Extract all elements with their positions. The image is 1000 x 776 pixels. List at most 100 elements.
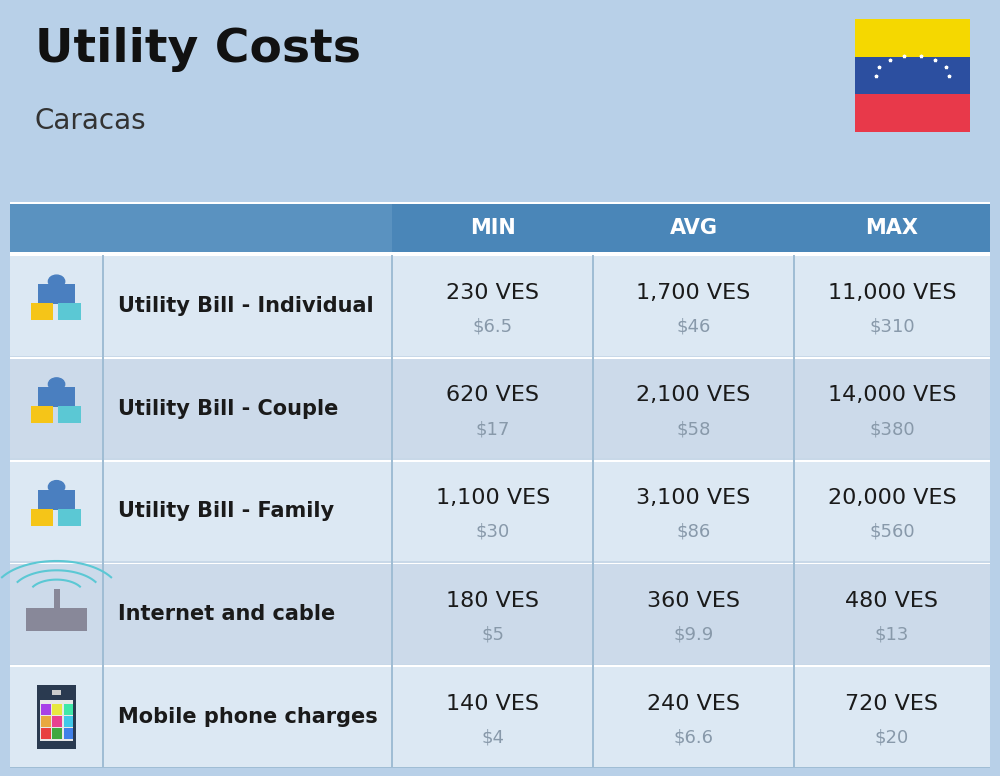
Bar <box>31 303 53 320</box>
Bar <box>10 459 990 460</box>
Text: 11,000 VES: 11,000 VES <box>828 282 956 303</box>
Bar <box>64 704 73 715</box>
Bar <box>10 561 990 563</box>
Text: 620 VES: 620 VES <box>446 386 539 405</box>
Bar <box>58 508 81 526</box>
Text: 3,100 VES: 3,100 VES <box>636 488 751 508</box>
Bar <box>10 767 990 768</box>
Bar <box>40 700 73 741</box>
Text: $560: $560 <box>869 523 915 541</box>
Bar <box>52 704 62 715</box>
Text: $6.6: $6.6 <box>674 729 714 747</box>
Text: AVG: AVG <box>670 218 718 238</box>
Bar <box>793 357 795 460</box>
Bar <box>52 729 62 740</box>
Bar <box>391 666 393 768</box>
Bar <box>855 19 970 57</box>
Text: $5: $5 <box>481 625 504 643</box>
Text: 140 VES: 140 VES <box>446 694 539 713</box>
Text: 480 VES: 480 VES <box>845 591 938 611</box>
Bar <box>52 716 62 727</box>
Bar <box>37 685 76 749</box>
Text: $46: $46 <box>676 317 711 335</box>
Bar <box>102 460 104 563</box>
Bar <box>391 255 393 357</box>
Bar <box>38 387 75 407</box>
Text: 360 VES: 360 VES <box>647 591 740 611</box>
Text: $9.9: $9.9 <box>673 625 714 643</box>
Circle shape <box>48 275 65 288</box>
Text: 240 VES: 240 VES <box>647 694 740 713</box>
Text: Mobile phone charges: Mobile phone charges <box>118 707 378 727</box>
Text: 230 VES: 230 VES <box>446 282 539 303</box>
Bar <box>10 357 990 359</box>
Text: 2,100 VES: 2,100 VES <box>636 386 751 405</box>
Bar <box>391 357 393 460</box>
Bar <box>592 460 594 563</box>
Bar <box>41 716 51 727</box>
Bar <box>855 57 970 95</box>
Bar <box>592 563 594 666</box>
Text: MAX: MAX <box>865 218 918 238</box>
Bar <box>10 563 990 564</box>
Text: 720 VES: 720 VES <box>845 694 938 713</box>
Bar <box>392 202 593 255</box>
Bar <box>391 460 393 563</box>
Bar <box>593 202 794 255</box>
Bar <box>31 406 53 423</box>
Text: Internet and cable: Internet and cable <box>118 605 335 624</box>
Bar <box>793 460 795 563</box>
Bar <box>52 690 61 695</box>
Text: Utility Bill - Individual: Utility Bill - Individual <box>118 296 374 316</box>
Bar <box>10 202 392 255</box>
Bar <box>793 255 795 357</box>
Text: $310: $310 <box>869 317 915 335</box>
Text: Utility Bill - Couple: Utility Bill - Couple <box>118 399 338 418</box>
Bar <box>794 202 990 255</box>
Text: 20,000 VES: 20,000 VES <box>828 488 956 508</box>
Bar <box>592 357 594 460</box>
Bar <box>10 202 990 204</box>
Bar <box>10 767 990 768</box>
Text: Caracas: Caracas <box>35 107 147 135</box>
Text: $380: $380 <box>869 420 915 438</box>
Text: 180 VES: 180 VES <box>446 591 539 611</box>
Text: $13: $13 <box>875 625 909 643</box>
Bar <box>38 490 75 510</box>
Bar <box>64 716 73 727</box>
Text: $86: $86 <box>676 523 711 541</box>
Text: $20: $20 <box>875 729 909 747</box>
Bar <box>10 255 990 256</box>
Bar <box>391 563 393 666</box>
Bar <box>855 95 970 132</box>
Bar <box>793 563 795 666</box>
Text: 1,100 VES: 1,100 VES <box>436 488 550 508</box>
Text: $30: $30 <box>476 523 510 541</box>
Bar <box>41 704 51 715</box>
Bar <box>102 255 104 357</box>
Bar <box>31 508 53 526</box>
Bar <box>10 252 990 255</box>
Bar <box>592 255 594 357</box>
Bar <box>58 406 81 423</box>
Bar <box>793 666 795 768</box>
Bar <box>10 664 990 666</box>
Text: 1,700 VES: 1,700 VES <box>636 282 751 303</box>
Bar <box>26 608 87 631</box>
Text: $17: $17 <box>475 420 510 438</box>
Text: MIN: MIN <box>470 218 516 238</box>
Text: $4: $4 <box>481 729 504 747</box>
Circle shape <box>48 480 65 494</box>
Bar <box>102 357 104 460</box>
Bar <box>54 590 60 608</box>
Bar <box>58 303 81 320</box>
Bar <box>41 729 51 740</box>
Text: $58: $58 <box>676 420 711 438</box>
Bar <box>64 729 73 740</box>
Text: Utility Costs: Utility Costs <box>35 27 361 72</box>
Circle shape <box>48 378 65 390</box>
Text: 14,000 VES: 14,000 VES <box>828 386 956 405</box>
Bar <box>10 666 990 667</box>
Bar <box>592 666 594 768</box>
Bar <box>102 666 104 768</box>
